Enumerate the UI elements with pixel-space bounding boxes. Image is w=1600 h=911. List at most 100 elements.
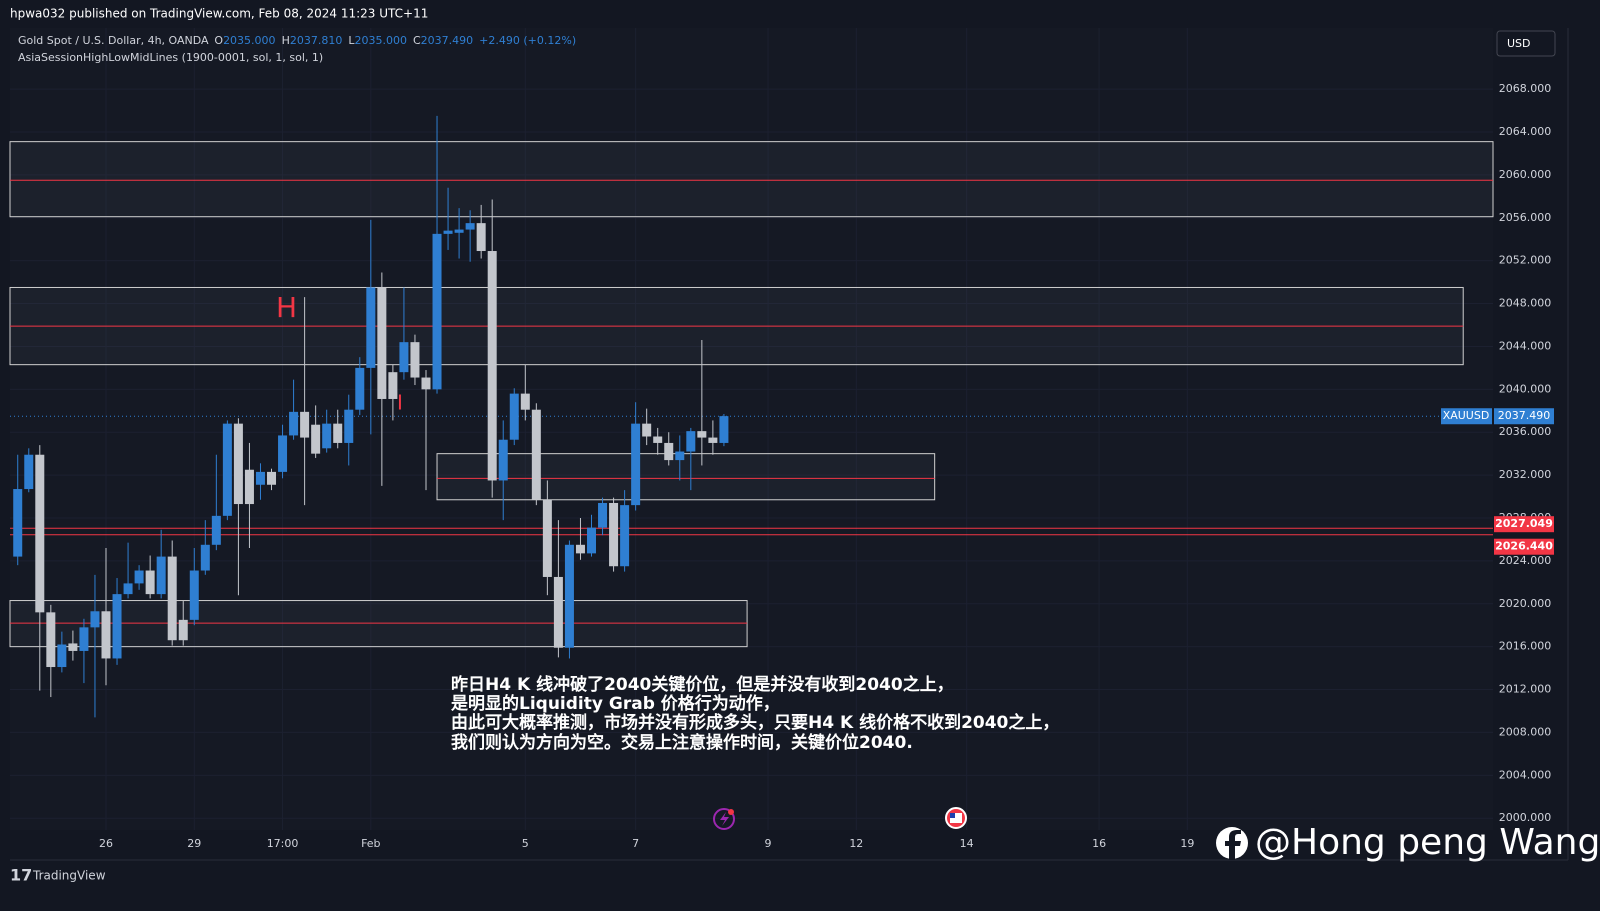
x-tick-label: Feb bbox=[361, 837, 380, 850]
candle-body bbox=[620, 505, 630, 567]
y-tick-label: 2020.000 bbox=[1499, 597, 1552, 610]
footer: TradingView bbox=[32, 869, 106, 883]
candle-body bbox=[255, 471, 265, 485]
candle-body bbox=[697, 431, 707, 438]
candle-body bbox=[642, 423, 652, 437]
candle-body bbox=[708, 437, 718, 443]
ohlc-key: H bbox=[282, 34, 290, 47]
candle-body bbox=[377, 287, 387, 399]
candle-body bbox=[686, 431, 696, 452]
note-line: 由此可大概率推测，市场并没有形成多头，只要H4 K 线价格不收到2040之上， bbox=[451, 712, 1059, 733]
event-icon bbox=[720, 812, 729, 826]
annotation: I bbox=[397, 391, 403, 415]
candle-body bbox=[145, 570, 155, 595]
candle-body bbox=[233, 423, 243, 505]
candle-body bbox=[13, 489, 23, 557]
candle-body bbox=[719, 416, 729, 443]
candle-body bbox=[675, 451, 685, 461]
candle-body bbox=[68, 643, 78, 651]
candle-body bbox=[498, 439, 508, 481]
plot bbox=[9, 28, 1494, 830]
candle-body bbox=[211, 515, 221, 545]
y-tick-label: 2040.000 bbox=[1499, 382, 1552, 395]
candle-body bbox=[509, 393, 519, 440]
candle-body bbox=[542, 499, 552, 577]
ohlc-key: C bbox=[413, 34, 421, 47]
facebook-icon bbox=[1225, 830, 1241, 860]
candle-body bbox=[79, 627, 89, 651]
x-tick-label: 7 bbox=[632, 837, 639, 850]
candle-body bbox=[465, 223, 475, 230]
candle-body bbox=[564, 544, 574, 648]
note-line: 是明显的Liquidity Grab 价格行为动作， bbox=[451, 693, 780, 714]
candle-body bbox=[112, 594, 122, 659]
candle-body bbox=[410, 342, 420, 378]
change: +2.490 (+0.12%) bbox=[479, 34, 576, 47]
price-axis bbox=[1493, 28, 1568, 860]
x-tick-label: 16 bbox=[1092, 837, 1106, 850]
flag-icon bbox=[950, 813, 955, 818]
candle-body bbox=[322, 423, 332, 449]
candle-body bbox=[156, 556, 166, 595]
candle-body bbox=[432, 233, 442, 390]
candle-body bbox=[46, 612, 56, 668]
candle-body bbox=[476, 223, 486, 252]
y-tick-label: 2036.000 bbox=[1499, 425, 1552, 438]
note-line: 我们则认为方向为空。交易上注意操作时间，关键价位2040. bbox=[451, 732, 913, 753]
candle-body bbox=[344, 409, 354, 443]
y-tick-label: 2000.000 bbox=[1499, 811, 1552, 824]
y-tick-label: 2056.000 bbox=[1499, 211, 1552, 224]
y-tick-label: 2024.000 bbox=[1499, 554, 1552, 567]
candle-body bbox=[300, 411, 310, 438]
logo: 17 bbox=[10, 866, 32, 885]
currency-button[interactable] bbox=[1496, 30, 1556, 57]
watermark: @Hong peng Wang bbox=[1255, 822, 1600, 863]
ohlc-key: L bbox=[348, 34, 355, 47]
candle-body bbox=[631, 423, 641, 506]
last-price-label: 2037.490 bbox=[1498, 409, 1551, 422]
y-tick-label: 2048.000 bbox=[1499, 297, 1552, 310]
x-tick-label: 12 bbox=[849, 837, 863, 850]
event-dot bbox=[728, 809, 734, 815]
ohlc-value: 2037.810 bbox=[290, 34, 343, 47]
level-label: 2026.440 bbox=[1495, 540, 1553, 553]
ohlc-value: 2037.490 bbox=[421, 34, 474, 47]
y-tick-label: 2016.000 bbox=[1499, 640, 1552, 653]
symbol: Gold Spot / U.S. Dollar, 4h, OANDA bbox=[18, 34, 209, 47]
candle-body bbox=[333, 423, 343, 443]
y-tick-label: 2052.000 bbox=[1499, 254, 1552, 267]
zone bbox=[9, 600, 748, 648]
candle-body bbox=[90, 611, 100, 628]
candle-body bbox=[609, 502, 619, 567]
x-tick-label: 19 bbox=[1180, 837, 1194, 850]
candle-body bbox=[520, 393, 530, 410]
candle-body bbox=[366, 287, 376, 368]
y-tick-label: 2044.000 bbox=[1499, 339, 1552, 352]
symbol-label: XAUUSD bbox=[1443, 409, 1490, 422]
candle-body bbox=[575, 544, 585, 554]
candle-body bbox=[267, 471, 277, 485]
x-tick-label: 14 bbox=[960, 837, 974, 850]
ohlc-key: O bbox=[214, 34, 223, 47]
x-tick-label: 5 bbox=[522, 837, 529, 850]
candle-body bbox=[289, 411, 299, 436]
candle-body bbox=[664, 442, 674, 461]
y-tick-label: 2060.000 bbox=[1499, 168, 1552, 181]
candle-body bbox=[222, 423, 232, 516]
currency[interactable]: USD bbox=[1507, 37, 1531, 50]
candle-body bbox=[200, 544, 210, 571]
candle-body bbox=[24, 454, 34, 490]
candle-body bbox=[278, 435, 288, 472]
event-icon[interactable] bbox=[713, 808, 735, 830]
x-tick-label: 9 bbox=[765, 837, 772, 850]
candle-body bbox=[244, 469, 254, 505]
level-label: 2027.049 bbox=[1495, 517, 1553, 530]
last-price-badge bbox=[1494, 408, 1554, 425]
annotation: H bbox=[276, 291, 297, 324]
indicator: AsiaSessionHighLowMidLines (1900-0001, s… bbox=[18, 51, 323, 64]
zone bbox=[9, 141, 1494, 218]
candle-body bbox=[587, 527, 597, 554]
note-line: 昨日H4 K 线冲破了2040关键价位，但是并没有收到2040之上， bbox=[451, 674, 954, 695]
candle-body bbox=[443, 230, 453, 234]
